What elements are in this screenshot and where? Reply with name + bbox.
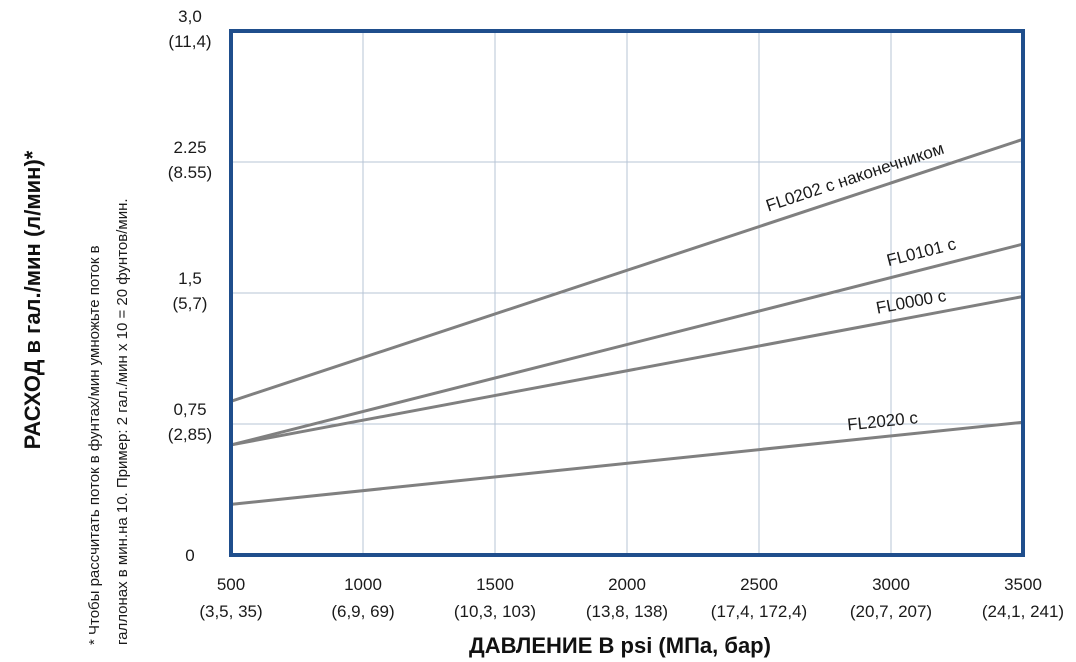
x-tick-sublabel: (10,3, 103) bbox=[454, 602, 536, 621]
x-tick-sublabel: (17,4, 172,4) bbox=[711, 602, 807, 621]
x-tick-label: 500 bbox=[217, 575, 245, 594]
series-label: FL2020 с bbox=[846, 408, 919, 434]
x-tick-label: 1000 bbox=[344, 575, 382, 594]
plot-frame bbox=[229, 29, 1025, 557]
y-tick-sublabel: (2,85) bbox=[168, 425, 212, 444]
y-tick-label: 2.25 bbox=[173, 138, 206, 157]
x-axis-label: ДАВЛЕНИЕ В psi (МПа, бар) bbox=[469, 633, 771, 658]
series-line bbox=[230, 242, 1024, 447]
footnote-line-2: галлонах в мин.на 10. Пример: 2 гал./мин… bbox=[114, 198, 131, 645]
series-lines bbox=[230, 137, 1024, 506]
y-tick-sublabel: (11,4) bbox=[168, 32, 211, 51]
y-axis-label: РАСХОД в гал./мин (л/мин)* bbox=[20, 150, 45, 449]
series-line bbox=[230, 420, 1024, 506]
x-tick-sublabel: (20,7, 207) bbox=[850, 602, 932, 621]
x-tick-labels: 500 (3,5, 35) 1000 (6,9, 69) 1500 (10,3, 103)… bbox=[199, 575, 1064, 621]
x-tick-sublabel: (24,1, 241) bbox=[982, 602, 1064, 621]
x-tick-label: 3000 bbox=[872, 575, 910, 594]
x-tick-label: 2000 bbox=[608, 575, 646, 594]
y-tick-label: 3,0 bbox=[178, 7, 202, 26]
footnote-line-1: * Чтобы рассчитать поток в фунтах/мин ум… bbox=[86, 245, 103, 645]
series-line bbox=[230, 295, 1024, 447]
series-line bbox=[230, 137, 1024, 403]
y-tick-label: 1,5 bbox=[178, 269, 202, 288]
x-tick-sublabel: (3,5, 35) bbox=[199, 602, 262, 621]
y-tick-sublabel: (8.55) bbox=[168, 163, 212, 182]
x-tick-label: 1500 bbox=[476, 575, 514, 594]
x-tick-label: 3500 bbox=[1004, 575, 1042, 594]
x-tick-sublabel: (13,8, 138) bbox=[586, 602, 668, 621]
x-tick-label: 2500 bbox=[740, 575, 778, 594]
y-tick-label: 0,75 bbox=[173, 400, 206, 419]
y-tick-sublabel: (5,7) bbox=[173, 294, 208, 313]
y-tick-labels: 0 0,75 (2,85) 1,5 (5,7) 2.25 (8.55) 3,0 (11,4) bbox=[168, 7, 212, 565]
series-label: FL0202 с наконечником bbox=[764, 139, 947, 216]
y-tick-label: 0 bbox=[185, 546, 194, 565]
x-tick-sublabel: (6,9, 69) bbox=[331, 602, 394, 621]
